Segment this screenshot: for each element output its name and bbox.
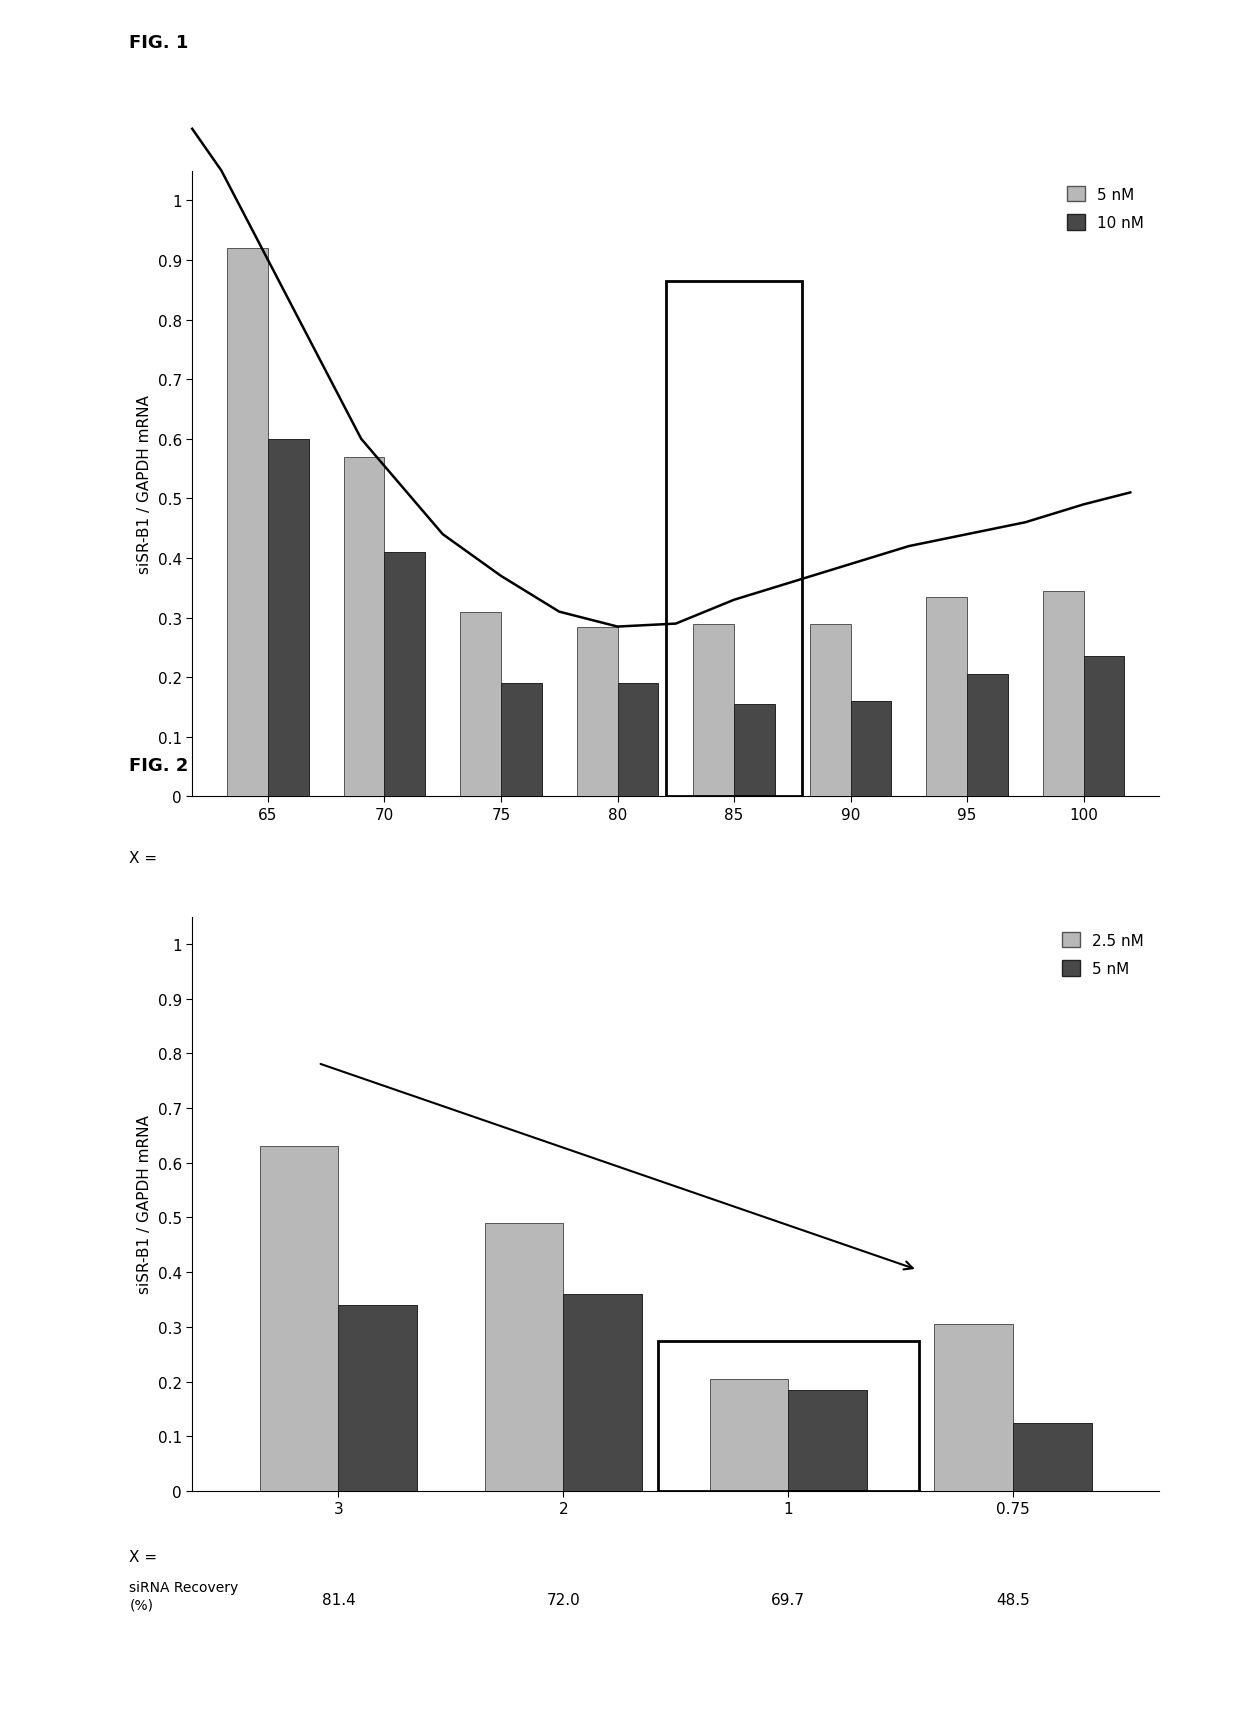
Bar xyxy=(563,1294,642,1491)
Bar xyxy=(1043,591,1084,797)
Bar xyxy=(343,458,384,797)
Bar xyxy=(657,1340,919,1491)
Bar xyxy=(851,701,892,797)
Bar xyxy=(384,552,425,797)
Bar xyxy=(259,1147,339,1491)
Y-axis label: siSR-B1 / GAPDH mRNA: siSR-B1 / GAPDH mRNA xyxy=(136,394,153,574)
Bar xyxy=(618,684,658,797)
Bar xyxy=(789,1390,867,1491)
Y-axis label: siSR-B1 / GAPDH mRNA: siSR-B1 / GAPDH mRNA xyxy=(136,1114,153,1294)
Bar xyxy=(268,439,309,797)
Text: 72.0: 72.0 xyxy=(547,1592,580,1606)
Text: X =: X = xyxy=(129,1549,157,1563)
Bar xyxy=(734,704,775,797)
Bar xyxy=(1013,1423,1092,1491)
Legend: 2.5 nM, 5 nM: 2.5 nM, 5 nM xyxy=(1054,924,1152,984)
Bar xyxy=(485,1224,563,1491)
Bar xyxy=(577,627,618,797)
Text: FIG. 1: FIG. 1 xyxy=(129,34,188,51)
Bar xyxy=(935,1325,1013,1491)
Bar xyxy=(926,598,967,797)
Text: 48.5: 48.5 xyxy=(996,1592,1030,1606)
Text: FIG. 2: FIG. 2 xyxy=(129,756,188,775)
Bar xyxy=(1084,656,1125,797)
Text: 81.4: 81.4 xyxy=(321,1592,356,1606)
Text: siRNA Recovery
(%): siRNA Recovery (%) xyxy=(129,1580,238,1611)
Bar xyxy=(666,281,801,797)
Text: 69.7: 69.7 xyxy=(771,1592,805,1606)
Bar xyxy=(693,624,734,797)
Bar xyxy=(810,624,851,797)
Bar xyxy=(709,1380,789,1491)
Bar xyxy=(967,675,1008,797)
Text: X =: X = xyxy=(129,850,157,866)
Bar xyxy=(501,684,542,797)
Bar xyxy=(460,612,501,797)
Bar xyxy=(339,1306,417,1491)
Legend: 5 nM, 10 nM: 5 nM, 10 nM xyxy=(1059,178,1152,238)
Bar xyxy=(227,249,268,797)
